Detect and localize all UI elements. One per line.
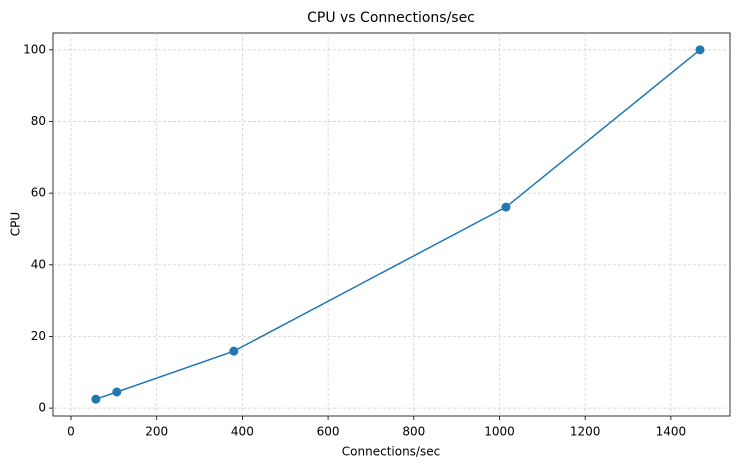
- x-tick-label: 200: [145, 425, 168, 439]
- data-point: [695, 45, 705, 55]
- y-tick-label: 20: [31, 329, 46, 343]
- y-tick-label: 40: [31, 257, 46, 271]
- data-point: [112, 387, 122, 397]
- y-tick-label: 60: [31, 186, 46, 200]
- x-tick-label: 0: [67, 425, 75, 439]
- plot-frame: [52, 32, 731, 417]
- chart-title: CPU vs Connections/sec: [307, 10, 475, 26]
- data-line: [95, 49, 701, 400]
- x-tick-label: 1200: [570, 425, 601, 439]
- data-point: [91, 394, 101, 404]
- y-axis-label: CPU: [9, 212, 23, 236]
- data-point: [229, 346, 239, 356]
- data-point: [501, 202, 511, 212]
- x-tick-label: 1400: [656, 425, 687, 439]
- y-tick-label: 100: [23, 42, 46, 56]
- y-tick-label: 0: [38, 401, 46, 415]
- y-tick-label: 80: [31, 114, 46, 128]
- x-axis-label: Connections/sec: [342, 445, 440, 459]
- x-tick-label: 1000: [484, 425, 515, 439]
- x-tick-label: 600: [317, 425, 340, 439]
- x-tick-label: 400: [231, 425, 254, 439]
- x-tick-label: 800: [402, 425, 425, 439]
